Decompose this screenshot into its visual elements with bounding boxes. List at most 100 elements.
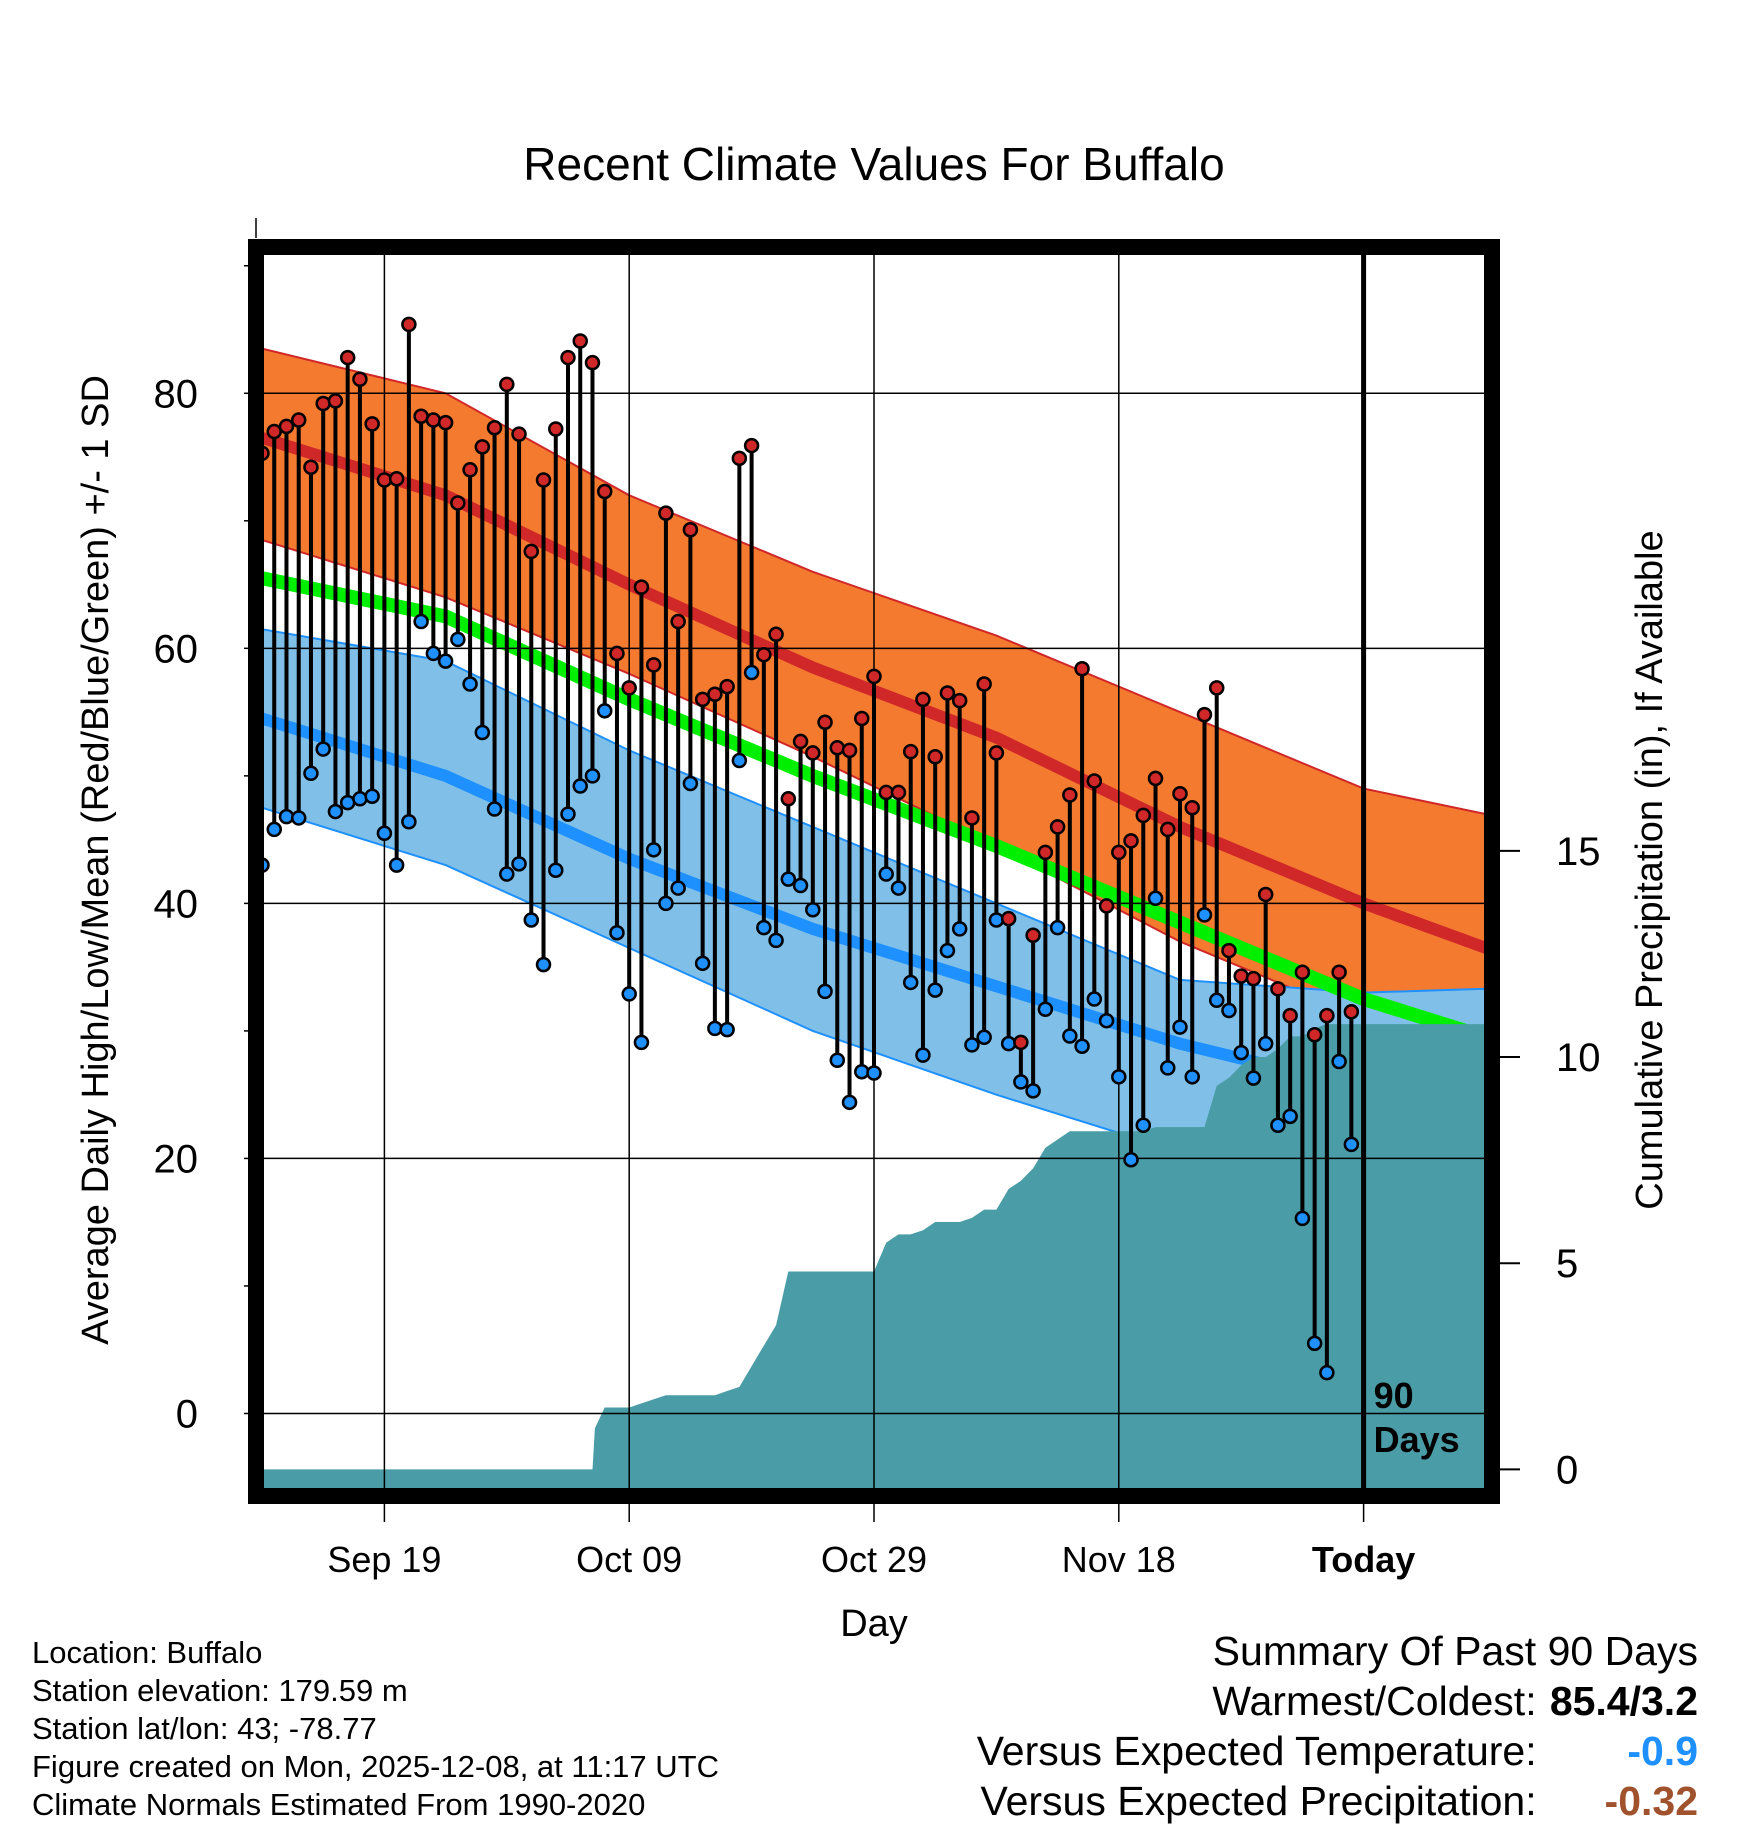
daily-high-point <box>1184 799 1200 816</box>
daily-low-point <box>1233 1044 1249 1061</box>
daily-low-point <box>1000 1035 1017 1052</box>
daily-low-point <box>670 880 686 896</box>
daily-high-point <box>719 678 735 695</box>
daily-high-point <box>401 316 417 333</box>
daily-high-point <box>964 810 980 826</box>
daily-high-point <box>499 376 515 393</box>
daily-high-point <box>915 691 931 708</box>
daily-high-point <box>682 521 699 538</box>
daily-low-point <box>658 895 674 912</box>
precip-label: Versus Expected Precipitation: <box>980 1778 1537 1824</box>
daily-high-point <box>339 349 356 366</box>
x-tick-label: Nov 18 <box>1062 1539 1176 1580</box>
daily-high-point <box>548 421 564 437</box>
daily-high-point <box>572 333 588 349</box>
daily-low-point <box>1331 1053 1347 1070</box>
y2-tick-label: 5 <box>1556 1242 1578 1286</box>
daily-low-point <box>1160 1060 1176 1076</box>
daily-high-point <box>841 742 858 759</box>
x-tick-label: Oct 09 <box>576 1539 682 1580</box>
daily-low-point <box>915 1047 931 1063</box>
daily-low-point <box>731 752 748 769</box>
daily-low-point <box>352 791 368 807</box>
daily-low-point <box>1098 1012 1115 1029</box>
daily-low-point <box>437 653 454 669</box>
daily-low-point <box>1123 1151 1139 1168</box>
daily-high-point <box>780 791 797 807</box>
daily-low-point <box>1294 1210 1311 1227</box>
x-tick-label: Oct 29 <box>821 1539 927 1580</box>
elevation-text: Station elevation: 179.59 m <box>32 1673 408 1708</box>
daily-high-point <box>1123 833 1139 849</box>
daily-low-point <box>572 778 588 794</box>
daily-low-point <box>1147 890 1164 907</box>
y2-tick-label: 0 <box>1556 1448 1578 1492</box>
daily-low-point <box>1062 1028 1078 1044</box>
daily-high-point <box>511 426 527 442</box>
daily-high-point <box>927 748 943 765</box>
y-tick-label: 60 <box>154 627 199 671</box>
daily-high-point <box>792 733 809 750</box>
daily-low-point <box>462 676 478 692</box>
daily-high-point <box>817 714 833 731</box>
daily-high-point <box>596 483 613 500</box>
daily-high-point <box>1196 706 1213 723</box>
daily-high-point <box>707 686 723 702</box>
daily-high-point <box>902 743 919 760</box>
daily-low-point <box>1025 1083 1041 1099</box>
daily-high-point <box>1233 968 1249 984</box>
daily-low-point <box>425 645 442 662</box>
daily-low-point <box>633 1034 650 1051</box>
daily-high-point <box>1025 927 1041 944</box>
daily-high-point <box>1257 886 1274 903</box>
daily-high-point <box>376 472 393 488</box>
daily-high-point <box>1306 1026 1323 1043</box>
daily-high-point <box>523 543 540 560</box>
daily-high-point <box>1331 964 1347 980</box>
daily-low-point <box>401 814 417 830</box>
daily-high-point <box>890 784 907 801</box>
precip-area <box>262 1024 1486 1490</box>
daily-low-point <box>1245 1070 1262 1086</box>
today-label-days-word: Days <box>1374 1419 1460 1460</box>
daily-high-point <box>866 668 882 685</box>
daily-high-point <box>1147 770 1164 787</box>
daily-high-point <box>854 710 870 727</box>
daily-low-point <box>560 806 576 822</box>
daily-low-point <box>596 703 613 719</box>
created-text: Figure created on Mon, 2025-12-08, at 11… <box>32 1749 719 1784</box>
daily-low-point <box>1086 991 1103 1007</box>
daily-high-point <box>437 414 454 431</box>
location-text: Location: Buffalo <box>32 1635 263 1670</box>
daily-high-point <box>743 437 760 454</box>
normals-text: Climate Normals Estimated From 1990-2020 <box>32 1787 646 1822</box>
daily-high-point <box>1037 844 1054 861</box>
daily-low-point <box>364 788 380 805</box>
station-info: Location: Buffalo Station elevation: 179… <box>32 1634 719 1824</box>
daily-low-point <box>878 866 894 882</box>
daily-low-point <box>1282 1108 1298 1125</box>
daily-low-point <box>719 1021 735 1038</box>
daily-low-point <box>988 912 1005 928</box>
y-tick-label: 20 <box>154 1137 199 1181</box>
daily-high-point <box>535 472 552 488</box>
summary-heading: Summary Of Past 90 Days <box>1212 1628 1698 1674</box>
daily-low-point <box>450 631 466 648</box>
daily-low-point <box>792 877 809 894</box>
temp-value: -0.9 <box>1627 1728 1698 1774</box>
daily-high-point <box>1074 660 1090 677</box>
warm-cold-label: Warmest/Coldest: <box>1212 1678 1537 1724</box>
daily-high-point <box>621 680 637 696</box>
daily-low-point <box>854 1063 870 1080</box>
daily-high-point <box>425 412 442 428</box>
daily-high-point <box>1049 819 1066 835</box>
daily-high-point <box>1282 1007 1298 1024</box>
summary-temp: Versus Expected Temperature: -0.9 <box>977 1726 1698 1776</box>
plot-frame <box>248 239 1500 1504</box>
daily-low-point <box>1306 1335 1323 1352</box>
daily-high-point <box>976 676 992 692</box>
daily-low-point <box>315 741 331 757</box>
daily-low-point <box>939 942 956 959</box>
daily-high-point <box>1086 773 1103 789</box>
